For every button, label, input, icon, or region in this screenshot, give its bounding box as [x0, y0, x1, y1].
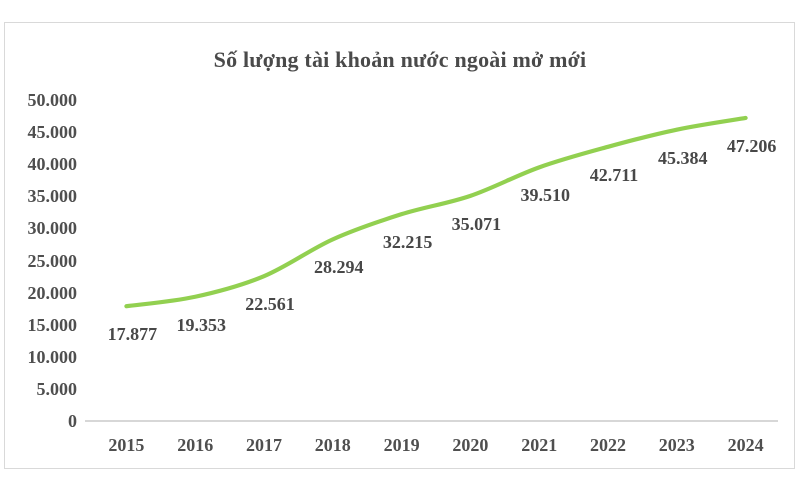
- data-label: 19.353: [176, 314, 226, 335]
- data-label: 22.561: [245, 294, 295, 315]
- data-label: 35.071: [451, 213, 502, 234]
- y-axis-tick-label: 25.000: [27, 250, 78, 271]
- data-label: 42.711: [589, 164, 639, 185]
- x-axis-label: 2022: [590, 435, 626, 455]
- x-axis-label: 2021: [521, 435, 558, 455]
- y-axis-tick-label: 10.000: [27, 346, 78, 367]
- y-axis-tick-label: 0: [68, 411, 77, 431]
- y-axis-tick-label: 40.000: [27, 154, 78, 175]
- x-axis-label: 2017: [246, 435, 282, 455]
- x-axis-label: 2016: [177, 435, 214, 455]
- y-axis-tick-label: 35.000: [27, 186, 78, 207]
- data-label: 47.206: [726, 135, 777, 156]
- y-axis-tick-label: 5.000: [36, 378, 78, 399]
- x-axis-label: 2018: [314, 435, 351, 455]
- data-label: 39.510: [520, 185, 570, 206]
- y-axis-tick-label: 15.000: [27, 314, 78, 335]
- data-label: 32.215: [382, 232, 433, 253]
- y-axis-tick-label: 30.000: [27, 218, 78, 239]
- y-axis-tick-label: 50.000: [27, 90, 78, 110]
- x-axis-label: 2024: [727, 435, 764, 455]
- trend-line: [124, 115, 748, 309]
- x-axis-label: 2023: [658, 435, 695, 455]
- data-label: 28.294: [314, 257, 364, 278]
- data-label: 45.384: [658, 147, 708, 168]
- data-label: 17.877: [107, 324, 158, 345]
- x-axis-label: 2019: [383, 435, 420, 455]
- chart-plot-border: [4, 22, 795, 469]
- y-axis-tick-label: 20.000: [27, 282, 78, 303]
- x-axis-label: 2020: [452, 435, 489, 455]
- y-axis-tick-label: 45.000: [27, 122, 78, 143]
- chart-title: Số lượng tài khoản nước ngoài mở mới: [213, 47, 587, 72]
- x-axis-label: 2015: [108, 435, 145, 455]
